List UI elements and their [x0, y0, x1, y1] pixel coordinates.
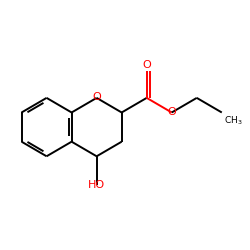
Text: O: O	[142, 60, 151, 70]
Text: O: O	[92, 92, 101, 102]
Text: O: O	[167, 108, 176, 118]
Text: HO: HO	[88, 180, 105, 190]
Text: CH$_3$: CH$_3$	[224, 114, 242, 127]
